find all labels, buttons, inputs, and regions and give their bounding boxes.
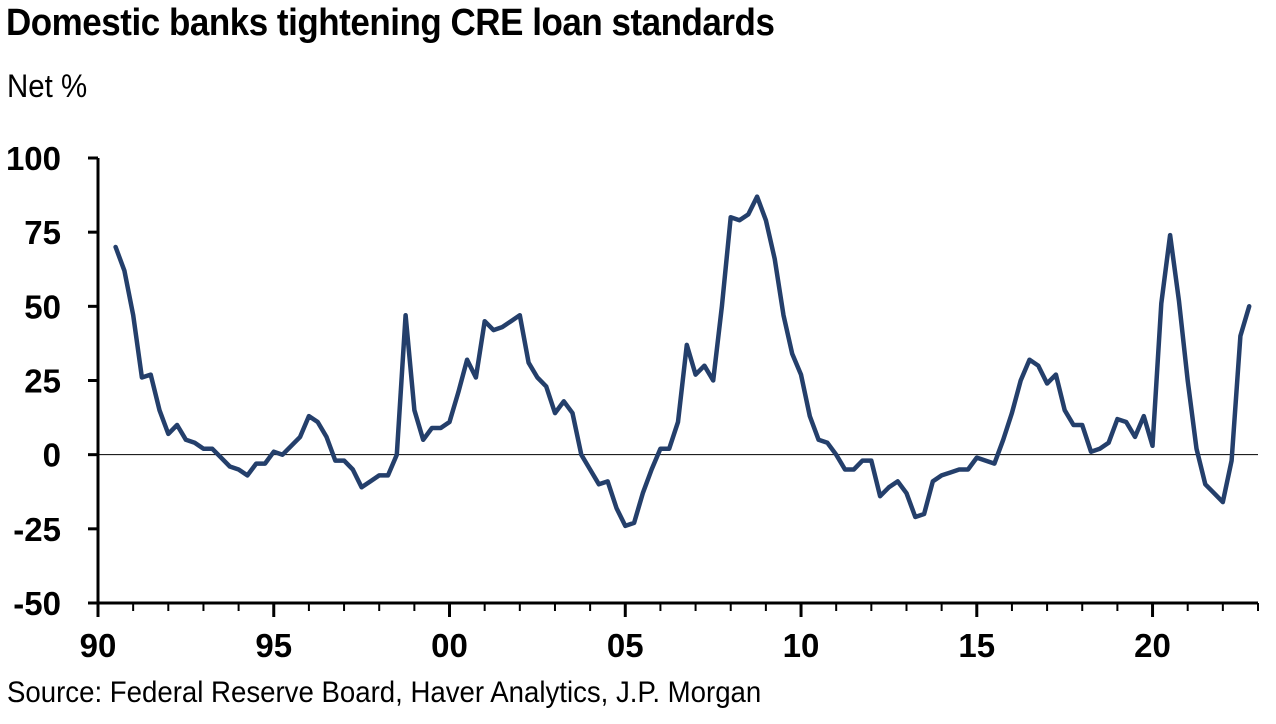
y-tick-label: 0 — [43, 437, 61, 474]
y-tick-label: 75 — [24, 214, 61, 251]
y-tick-label: -50 — [13, 585, 61, 622]
y-tick-label: -25 — [13, 511, 61, 548]
axes — [88, 156, 1259, 617]
chart-subtitle: Net % — [7, 68, 88, 104]
y-tick-label: 50 — [24, 288, 61, 325]
x-tick-label: 15 — [958, 627, 995, 664]
tick-labels: 100 75 50 25 0 -25 -50 90 95 00 05 10 15 20 — [6, 140, 1171, 664]
y-tick-label: 100 — [6, 140, 61, 177]
x-tick-label: 20 — [1134, 627, 1171, 664]
series-line-1 — [113, 194, 1252, 529]
x-tick-label: 05 — [607, 627, 644, 664]
x-tick-label: 10 — [783, 627, 820, 664]
source-note: Source: Federal Reserve Board, Haver Ana… — [7, 676, 762, 709]
series-layer — [113, 194, 1252, 529]
chart-title: Domestic banks tightening CRE loan stand… — [6, 2, 775, 44]
y-tick-label: 25 — [24, 363, 61, 400]
x-tick-label: 95 — [255, 627, 292, 664]
x-tick-label: 00 — [431, 627, 468, 664]
x-tick-label: 90 — [80, 627, 117, 664]
